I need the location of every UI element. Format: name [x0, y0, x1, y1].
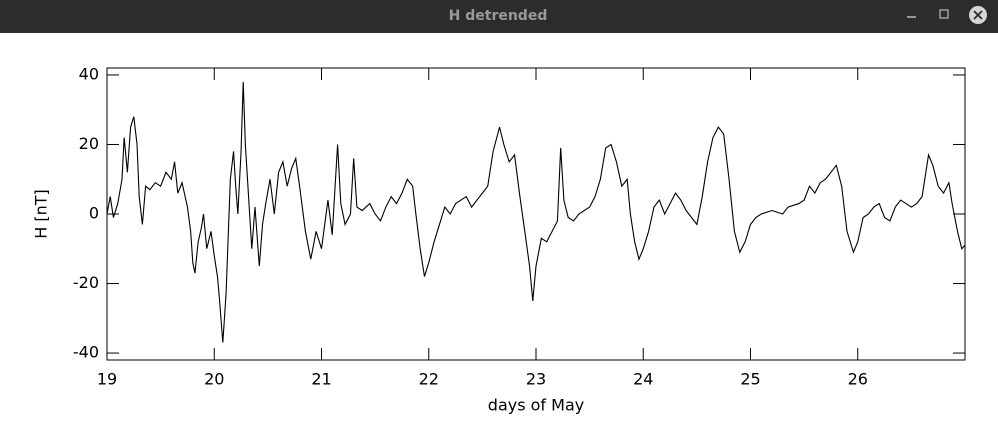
close-button[interactable]	[969, 6, 987, 24]
y-tick-label: 20	[79, 134, 99, 153]
x-axis-label: days of May	[488, 396, 584, 415]
window-title: H detrended	[449, 8, 548, 24]
x-tick-label: 25	[740, 370, 760, 389]
x-tick-label: 22	[419, 370, 439, 389]
title-bar	[0, 0, 998, 33]
x-tick-label: 20	[204, 370, 224, 389]
canvas	[0, 33, 998, 431]
y-tick-label: 40	[79, 64, 99, 83]
x-tick-label: 19	[97, 370, 117, 389]
y-tick-label: -40	[73, 343, 99, 362]
x-tick-label: 26	[848, 370, 868, 389]
x-tick-label: 21	[311, 370, 331, 389]
y-axis-label: H [nT]	[32, 189, 51, 239]
maximize-button[interactable]	[939, 9, 949, 19]
data-line	[106, 81, 966, 343]
x-tick-label: 24	[633, 370, 653, 389]
y-tick-label: 0	[89, 204, 99, 223]
y-tick-label: -20	[73, 273, 99, 292]
x-tick-label: 23	[526, 370, 546, 389]
